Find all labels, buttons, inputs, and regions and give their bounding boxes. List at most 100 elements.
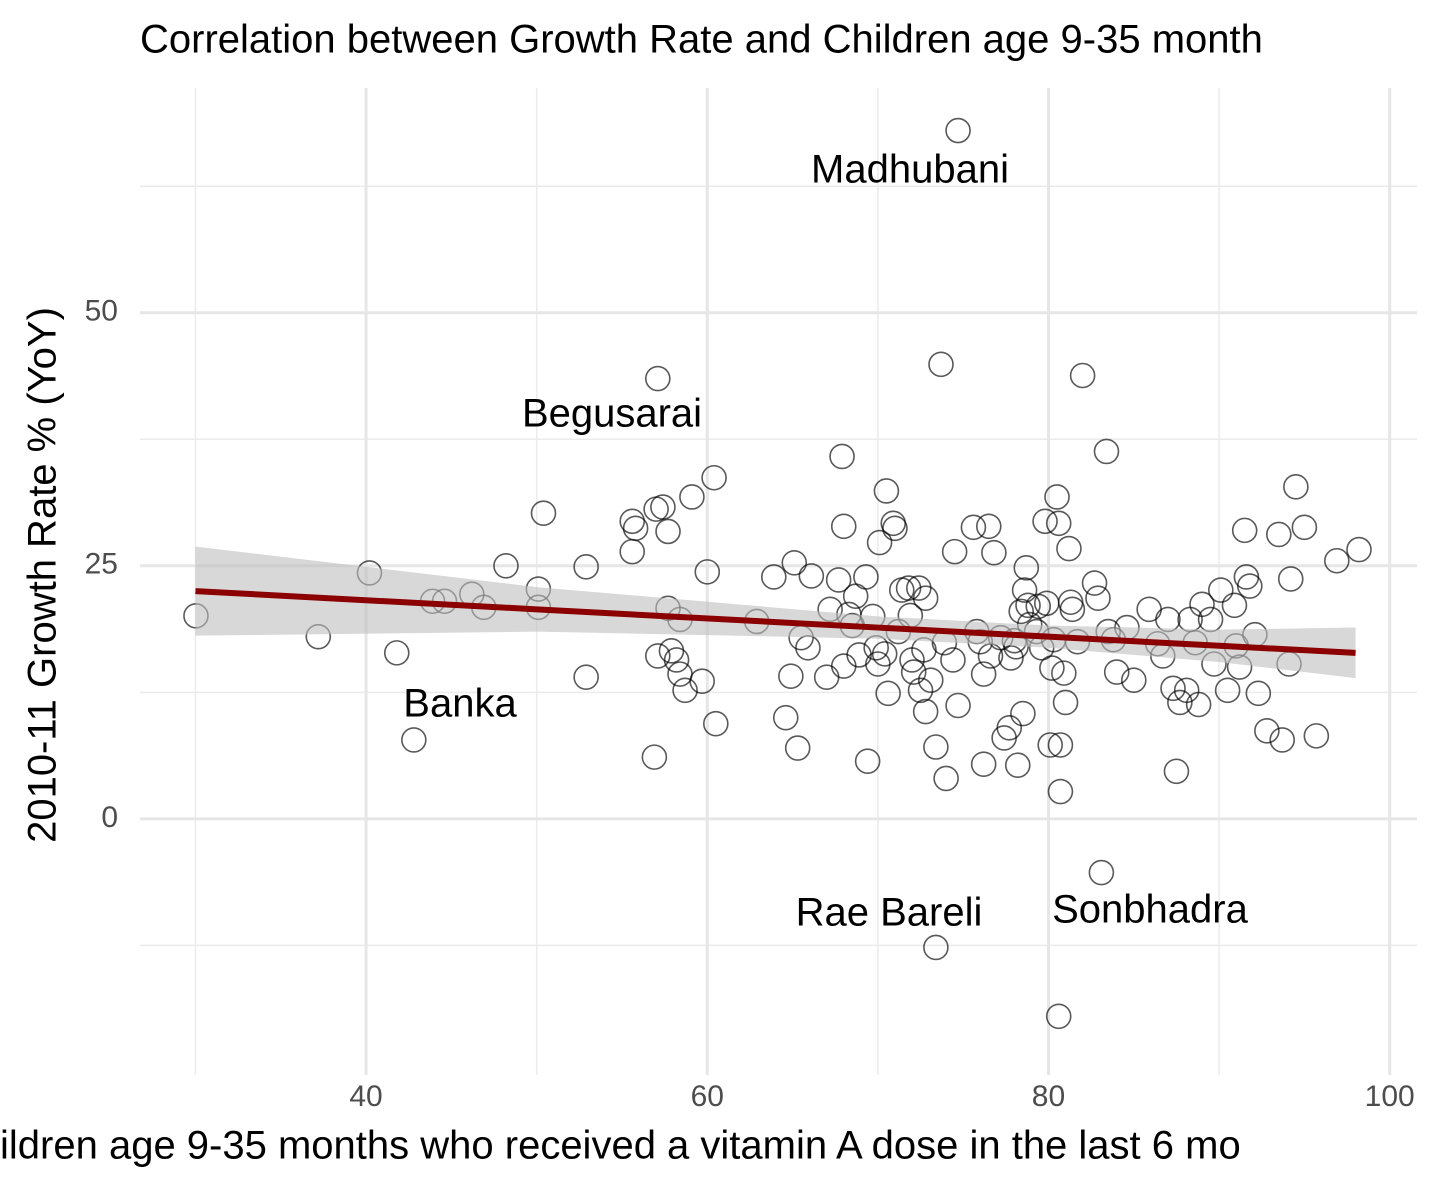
point: [644, 365, 671, 392]
point: [1189, 591, 1215, 618]
point: [853, 564, 879, 590]
point: [493, 553, 519, 579]
point: [1039, 655, 1065, 681]
point: [1044, 484, 1070, 510]
point: [573, 554, 599, 580]
annotation: Begusarai: [522, 392, 702, 436]
point: [981, 539, 1007, 566]
point: [1163, 758, 1190, 785]
point: [1266, 521, 1292, 548]
point: [907, 677, 934, 704]
y-tick-label: 0: [101, 801, 118, 834]
annotation: Madhubani: [811, 148, 1009, 192]
point: [655, 518, 681, 545]
point: [1103, 659, 1130, 685]
point: [658, 638, 685, 664]
point: [1047, 778, 1074, 805]
point: [1033, 590, 1060, 617]
point: [679, 484, 705, 510]
point: [1283, 474, 1309, 500]
point: [1093, 438, 1120, 465]
point: [1120, 667, 1147, 694]
point: [1221, 592, 1248, 619]
x-tick-label: 60: [691, 1080, 724, 1113]
point: [1237, 573, 1263, 599]
point: [933, 765, 959, 792]
point: [778, 663, 804, 689]
point: [689, 668, 715, 695]
annotation: Sonbhadra: [1052, 888, 1248, 932]
point: [813, 664, 840, 690]
chart-title: Correlation between Growth Rate and Chil…: [140, 18, 1263, 62]
point: [998, 645, 1024, 671]
point: [784, 735, 811, 761]
point: [1245, 680, 1272, 707]
point: [846, 642, 872, 668]
point: [975, 513, 1002, 540]
point: [1069, 362, 1096, 389]
point: [644, 643, 671, 669]
annotation: Banka: [403, 682, 517, 726]
point: [650, 494, 676, 520]
point: [1045, 1003, 1072, 1030]
point: [970, 751, 997, 778]
point: [772, 704, 799, 731]
x-tick-label: 40: [349, 1080, 382, 1113]
point: [1004, 752, 1031, 779]
point: [830, 513, 857, 540]
y-axis-label: 2010-11 Growth Rate % (YoY): [21, 307, 65, 843]
x-tick-label: 80: [1032, 1080, 1065, 1113]
point: [900, 659, 927, 685]
point: [1010, 700, 1036, 727]
point: [928, 351, 954, 378]
confidence-band: [195, 546, 1356, 679]
point: [875, 680, 901, 707]
point: [1059, 596, 1086, 623]
point: [1277, 566, 1304, 592]
point: [1032, 508, 1058, 535]
point: [667, 661, 693, 687]
point: [825, 567, 852, 593]
point: [619, 538, 646, 565]
point: [1291, 514, 1318, 541]
point: [871, 641, 898, 667]
y-tick-label: 50: [85, 295, 118, 328]
point: [1214, 677, 1241, 704]
point: [960, 514, 987, 541]
point: [622, 515, 649, 542]
point: [663, 647, 690, 673]
y-tick-label: 25: [85, 548, 118, 581]
point: [912, 698, 939, 725]
point: [1167, 689, 1193, 716]
point: [945, 117, 971, 144]
point: [1015, 592, 1041, 619]
point: [530, 500, 557, 526]
point: [1085, 585, 1111, 612]
point: [619, 508, 646, 535]
point: [1185, 691, 1212, 718]
point: [970, 661, 997, 687]
point: [996, 714, 1023, 741]
point: [940, 647, 966, 673]
point: [1254, 718, 1280, 744]
point: [703, 710, 729, 737]
point: [798, 563, 825, 589]
point: [882, 515, 908, 542]
point: [1324, 547, 1350, 574]
point: [1208, 577, 1234, 603]
point: [781, 549, 808, 576]
point: [1051, 660, 1077, 686]
point: [383, 640, 410, 666]
point: [912, 585, 939, 612]
point: [761, 564, 787, 590]
point: [401, 727, 427, 753]
trend-line: [195, 588, 1356, 656]
point: [854, 748, 881, 774]
point: [701, 464, 727, 491]
point: [573, 664, 599, 690]
point: [917, 667, 944, 694]
point: [1013, 555, 1040, 581]
x-tick-label: 100: [1365, 1080, 1415, 1113]
